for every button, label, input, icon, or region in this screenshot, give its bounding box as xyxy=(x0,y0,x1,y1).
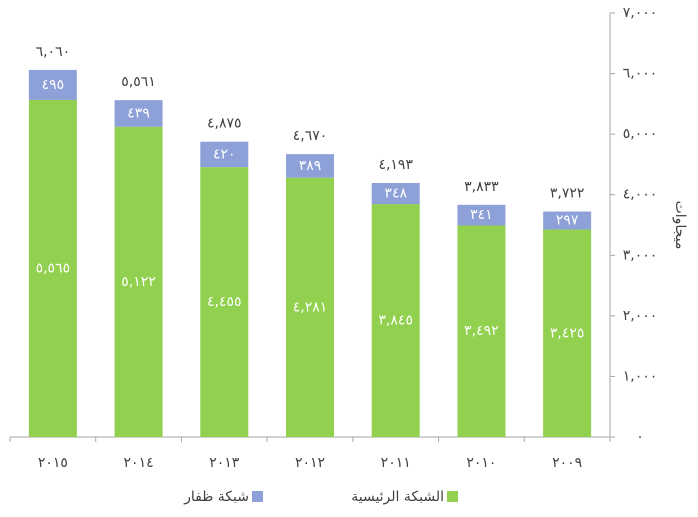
total-label: ٣,٨٣٣ xyxy=(464,179,499,195)
legend-label: الشبكة الرئيسية xyxy=(351,489,444,505)
x-tick-label: ٢٠١٢ xyxy=(295,455,325,471)
bar-value-label: ٣,٤٩٢ xyxy=(464,323,499,339)
bar-segment xyxy=(28,69,77,100)
x-tick-label: ٢٠١٥ xyxy=(38,455,68,471)
y-tick-label: ٤,٠٠٠ xyxy=(623,187,658,203)
y-tick-label: ٥,٠٠٠ xyxy=(623,126,658,142)
bar-segment xyxy=(457,225,506,437)
y-tick-label: ٣,٠٠٠ xyxy=(623,247,658,263)
bar-segment xyxy=(200,141,249,168)
bar-value-label: ٤,٢٨١ xyxy=(293,299,328,315)
bar-segment xyxy=(543,229,592,437)
bar-segment xyxy=(371,183,420,205)
y-tick-label: ٢,٠٠٠ xyxy=(623,308,658,324)
legend-label: شبكة ظفار xyxy=(183,489,249,505)
legend-swatch xyxy=(447,491,458,502)
bar-value-label: ٣٤١ xyxy=(470,207,493,223)
bar-value-label: ٣,٨٤٥ xyxy=(378,313,413,329)
bar-segment xyxy=(286,177,334,437)
legend-swatch xyxy=(252,491,263,502)
total-label: ٤,٨٧٥ xyxy=(207,116,242,132)
y-tick-label: ٧,٠٠٠ xyxy=(623,5,658,21)
bar-value-label: ٣٤٨ xyxy=(384,186,407,202)
bar-value-label: ٤,٤٥٥ xyxy=(207,294,242,310)
bar-segment xyxy=(28,99,77,438)
x-tick-label: ٢٠١٣ xyxy=(209,455,240,471)
total-label: ٤,٦٧٠ xyxy=(293,128,328,144)
bar-value-label: ٣,٤٢٥ xyxy=(550,325,585,341)
bar-segment xyxy=(371,204,420,437)
bar-segment xyxy=(114,126,163,437)
y-axis-label: ميجاوات xyxy=(672,201,688,250)
x-tick-label: ٢٠١٠ xyxy=(466,455,496,471)
bar-segment xyxy=(543,211,592,230)
bar-value-label: ٤٩٥ xyxy=(42,77,65,93)
bar-segment xyxy=(457,204,506,226)
total-label: ٥,٥٦١ xyxy=(121,74,156,90)
bar-segment xyxy=(114,100,163,127)
total-label: ٦,٠٦٠ xyxy=(36,44,71,60)
total-label: ٤,١٩٣ xyxy=(378,157,413,173)
bar-value-label: ٢٩٧ xyxy=(556,213,579,229)
x-tick-label: ٢٠١١ xyxy=(381,455,411,471)
bar-value-label: ٥,١٢٢ xyxy=(121,274,156,290)
bar-value-label: ٤٣٩ xyxy=(127,105,150,121)
x-tick-label: ٢٠١٤ xyxy=(124,455,154,471)
bar-value-label: ٤٢٠ xyxy=(213,146,236,162)
total-label: ٣,٧٢٢ xyxy=(550,186,585,202)
bar-value-label: ٣٨٩ xyxy=(299,158,322,174)
x-tick-label: ٢٠٠٩ xyxy=(552,455,582,471)
y-tick-label: ١,٠٠٠ xyxy=(623,368,658,384)
bar-value-label: ٥,٥٦٥ xyxy=(36,260,71,276)
y-tick-label: ٦,٠٠٠ xyxy=(623,66,658,82)
bar-segment xyxy=(286,154,334,178)
bar-segment xyxy=(200,167,249,437)
y-tick-label: ٠ xyxy=(636,429,644,445)
